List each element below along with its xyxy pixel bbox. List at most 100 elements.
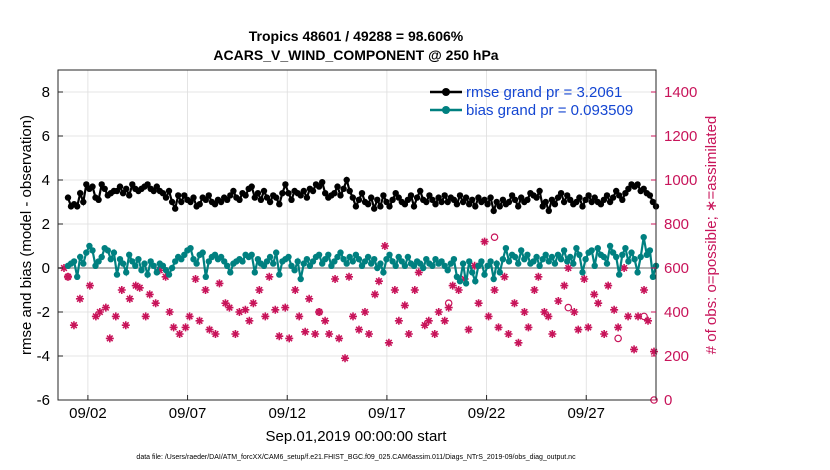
rmse-point [472, 203, 479, 210]
y-tick-label-6: 6 [42, 128, 50, 145]
rmse-point [407, 192, 415, 199]
obs-assimilated-marker [610, 305, 619, 314]
y-tick-label-4: 2 [42, 216, 50, 233]
obs-assimilated-marker [111, 312, 120, 321]
legend-rmse-label: rmse grand pr = 3.2061 [466, 84, 622, 101]
obs-assimilated-marker [510, 299, 519, 308]
rmse-point [95, 196, 102, 203]
bias-point [266, 253, 274, 261]
obs-assimilated-marker [548, 330, 557, 338]
obs-assimilated-marker [265, 272, 274, 281]
rmse-point [545, 207, 552, 214]
chart-title-line-1: Tropics 48601 / 49288 = 98.606% [249, 28, 464, 44]
x-tick-label-2: 09/12 [268, 405, 306, 422]
bias-point [70, 258, 78, 265]
rmse-point [337, 192, 344, 199]
obs-assimilated-marker [195, 316, 204, 325]
rmse-point [456, 192, 464, 199]
rmse-point [646, 192, 654, 199]
bias-point [466, 258, 473, 265]
rmse-point [254, 190, 262, 197]
rmse-point [101, 185, 108, 192]
obs-assimilated-marker [384, 338, 393, 347]
bias-point [325, 251, 332, 258]
y2-axis-label: # of obs: o=possible; ∗=assimilated [703, 116, 720, 355]
rmse-point [410, 203, 418, 210]
bias-point [631, 256, 638, 263]
bias-point [150, 262, 157, 269]
obs-assimilated-marker [364, 330, 373, 338]
bias-point [478, 258, 485, 265]
y2-tick-label-0: 0 [664, 392, 672, 409]
bias-point [270, 260, 277, 267]
bias-point [165, 271, 173, 278]
rmse-point [319, 179, 326, 186]
obs-possible-marker [564, 303, 573, 312]
bias-point [132, 262, 139, 269]
rmse-point [377, 203, 384, 210]
bias-point [591, 262, 598, 269]
bias-point [251, 269, 258, 276]
legend-bias-label: bias grand pr = 0.093509 [466, 102, 633, 119]
obs-assimilated-marker [580, 275, 589, 283]
rmse-point [349, 194, 356, 201]
obs-assimilated-marker [454, 286, 463, 294]
rmse-point [441, 192, 448, 199]
bias-point [634, 269, 641, 276]
bias-point [493, 260, 500, 267]
bias-point [499, 256, 507, 263]
rmse-point [285, 190, 292, 197]
obs-assimilated-marker [255, 286, 264, 294]
bias-point [542, 251, 549, 258]
obs-assimilated-marker [434, 308, 443, 316]
rmse-point [358, 190, 366, 197]
rmse-point [352, 203, 360, 210]
bias-point [576, 251, 583, 258]
obs-assimilated-marker [414, 268, 423, 277]
rmse-point [331, 190, 338, 197]
rmse-point [168, 198, 176, 206]
obs-assimilated-marker [315, 308, 324, 316]
plot-frame [57, 69, 657, 401]
bias-point [533, 253, 540, 261]
legend: rmse grand pr = 3.2061 bias grand pr = 0… [430, 84, 633, 119]
rmse-point [74, 203, 81, 210]
bias-point [315, 251, 323, 258]
bias-point [74, 273, 81, 280]
chart-title-line-2: ACARS_V_WIND_COMPONENT @ 250 hPa [213, 47, 498, 63]
y2-tick-label-1: 200 [664, 348, 689, 365]
bias-point [285, 253, 292, 261]
bias-point [337, 249, 344, 256]
rmse-point [371, 205, 378, 212]
bias-point [649, 273, 657, 280]
bias-point [646, 247, 654, 254]
obs-assimilated-marker [470, 261, 479, 270]
bias-point [364, 253, 372, 261]
rmse-point [175, 192, 182, 199]
bias-point [613, 253, 620, 261]
rmse-point [536, 187, 543, 195]
obs-assimilated-marker [570, 308, 579, 316]
rmse-point [609, 194, 617, 201]
bias-point [625, 258, 632, 265]
bias-point [450, 256, 458, 263]
bias-point [594, 245, 601, 252]
rmse-point [487, 194, 494, 201]
obs-assimilated-marker [394, 316, 403, 325]
obs-assimilated-marker [261, 312, 270, 321]
bias-point [144, 271, 151, 278]
y-tick-label-5: 4 [42, 172, 50, 189]
obs-assimilated-marker [311, 330, 320, 338]
bias-point [291, 267, 298, 274]
bias-point [227, 269, 234, 276]
rmse-point [619, 196, 626, 203]
obs-assimilated-marker [584, 323, 593, 332]
bias-point [518, 247, 525, 254]
rmse-point [579, 203, 586, 210]
bias-point [637, 253, 644, 261]
rmse-point [355, 196, 363, 203]
obs-assimilated-marker [500, 272, 509, 281]
rmse-point [634, 181, 641, 188]
rmse-point [178, 198, 185, 206]
obs-assimilated-marker [544, 312, 553, 321]
